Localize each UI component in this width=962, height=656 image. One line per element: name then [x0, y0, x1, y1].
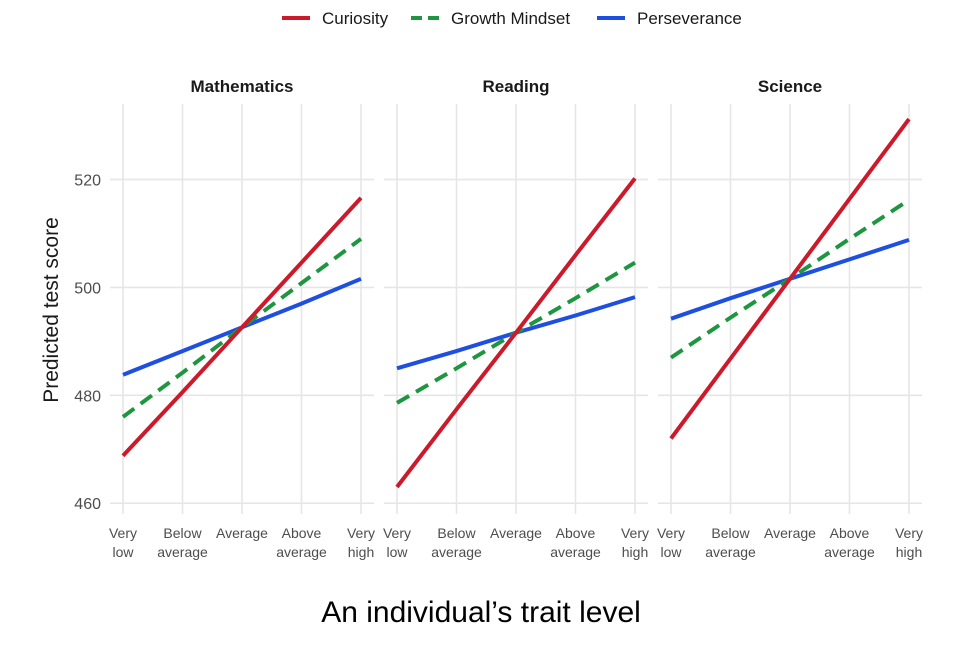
x-axis-label: An individual’s trait level	[321, 596, 641, 629]
x-tick-label: Below average	[157, 525, 208, 560]
legend-label-growth-mindset: Growth Mindset	[451, 9, 570, 28]
x-tick-label: Very high	[347, 525, 375, 560]
x-tick-label: Very low	[657, 525, 685, 560]
x-tick-label: Above average	[824, 525, 875, 560]
legend-label-perseverance: Perseverance	[637, 9, 742, 28]
x-tick-label: Average	[490, 525, 542, 541]
x-tick-label: Above average	[276, 525, 327, 560]
panel-title: Reading	[482, 77, 549, 96]
panels: Mathematics Very low Below average Average Abo…	[109, 77, 923, 560]
x-tick-label: Below average	[431, 525, 482, 560]
y-tick-label-460: 460	[74, 496, 101, 513]
y-tick-label-480: 480	[74, 388, 101, 405]
legend-label-curiosity: Curiosity	[322, 9, 389, 28]
y-tick-label-520: 520	[74, 173, 101, 190]
legend: Curiosity Growth Mindset Perseverance	[282, 9, 742, 28]
legend-item-curiosity: Curiosity	[282, 9, 389, 28]
x-tick-label: Very low	[383, 525, 411, 560]
x-tick-label: Above average	[550, 525, 601, 560]
panel-reading: Reading Very low Below average Average Above av…	[383, 77, 649, 560]
series-line-curiosity	[669, 117, 911, 440]
series-line-growth-mindset	[121, 237, 363, 419]
x-tick-label: Average	[216, 525, 268, 541]
x-tick-label: Very high	[621, 525, 649, 560]
y-axis-label: Predicted test score	[40, 217, 63, 403]
legend-item-perseverance: Perseverance	[597, 9, 742, 28]
legend-item-growth-mindset: Growth Mindset	[411, 9, 570, 28]
x-tick-label: Average	[764, 525, 816, 541]
y-tick-label-500: 500	[74, 280, 101, 297]
panel-title: Science	[758, 77, 822, 96]
y-axis: 460 480 500 520	[74, 173, 101, 514]
panel-mathematics: Mathematics Very low Below average Average Abo…	[109, 77, 375, 560]
x-tick-label: Very high	[895, 525, 923, 560]
series-line-curiosity	[121, 196, 363, 458]
x-tick-label: Very low	[109, 525, 137, 560]
series-line-curiosity	[395, 177, 637, 489]
panel-title: Mathematics	[191, 77, 294, 96]
panel-science: Science Very low Below average Average Above av…	[657, 77, 923, 560]
x-tick-label: Below average	[705, 525, 756, 560]
